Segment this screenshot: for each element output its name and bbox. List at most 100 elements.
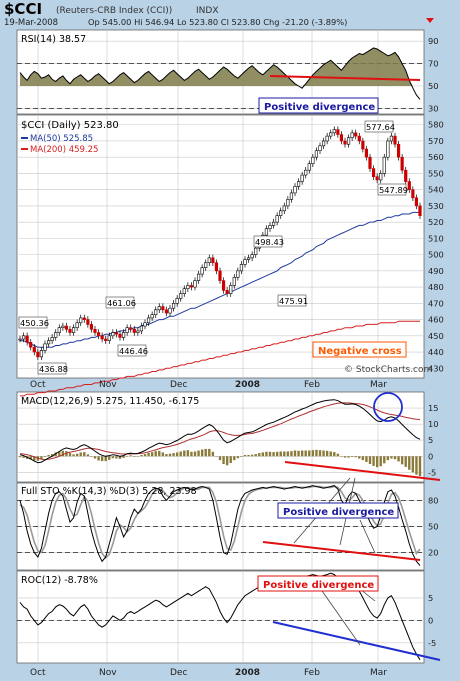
macd-histogram-bar — [179, 451, 182, 457]
price-candle — [250, 254, 254, 259]
svg-text:498.43: 498.43 — [255, 237, 284, 247]
macd-histogram-bar — [150, 452, 154, 457]
svg-text:Positive divergence: Positive divergence — [264, 102, 375, 113]
macd-histogram-bar — [22, 456, 25, 458]
price-candle — [129, 327, 133, 330]
y-tick-label: 30 — [428, 103, 439, 113]
macd-histogram-bar — [118, 456, 122, 459]
macd-histogram-bar — [154, 451, 157, 457]
price-candle — [254, 247, 258, 255]
price-candle — [25, 335, 29, 343]
price-label-450-36: 450.36 — [18, 316, 49, 329]
macd-histogram-bar — [193, 451, 197, 457]
macd-histogram-bar — [140, 455, 143, 457]
macd-histogram-bar — [143, 454, 147, 457]
price-candle — [21, 335, 26, 340]
price-candle — [236, 270, 240, 278]
macd-histogram-bar — [61, 450, 65, 457]
macd-histogram-bar — [108, 456, 111, 460]
y-tick-label: 5 — [428, 593, 433, 603]
macd-histogram-bar — [218, 456, 222, 461]
macd-histogram-bar — [18, 456, 22, 458]
y-tick-label: 430 — [428, 363, 444, 373]
price-candle — [225, 290, 229, 294]
macd-histogram-bar — [283, 451, 286, 457]
price-candle — [400, 156, 404, 171]
macd-histogram-bar — [86, 454, 90, 457]
price-candle — [125, 327, 129, 333]
sto-divergence-annotation: Positive divergence — [262, 477, 421, 561]
price-candle — [54, 332, 58, 338]
price-candle — [393, 135, 397, 145]
macd-histogram-bar — [415, 456, 418, 475]
roc-divergence-annotation: Positive divergence — [257, 575, 441, 661]
price-candle — [36, 351, 40, 358]
price-candle — [300, 174, 304, 182]
price-panel — [16, 114, 425, 379]
price-candle — [268, 225, 272, 229]
macd-histogram-bar — [183, 450, 186, 457]
price-label-461-06: 461.06 — [105, 296, 136, 309]
price-candle — [143, 322, 147, 327]
price-candle — [32, 346, 36, 353]
macd-histogram-bar — [115, 456, 118, 459]
price-candle — [296, 181, 301, 187]
price-candle — [111, 332, 115, 337]
y-tick-label: 10 — [428, 419, 439, 429]
macd-histogram-bar — [275, 451, 279, 457]
y-tick-label: 540 — [428, 185, 444, 195]
macd-signal-line — [19, 402, 421, 461]
ma50-legend: MA(50) 525.85 — [30, 134, 93, 144]
macd-histogram-bar — [240, 456, 243, 457]
macd-histogram-bar — [386, 456, 390, 461]
symbol-title: $CCI — [4, 0, 42, 18]
macd-histogram-bar — [411, 456, 415, 473]
y-tick-label: 570 — [428, 136, 444, 146]
down-arrow-icon — [426, 18, 434, 23]
price-candle — [379, 173, 383, 181]
macd-panel — [16, 391, 425, 483]
price-candle — [39, 350, 44, 358]
price-candle — [161, 306, 165, 311]
price-candle — [50, 337, 54, 341]
macd-histogram-bar — [197, 450, 200, 457]
macd-histogram-bar — [347, 456, 350, 458]
price-candle — [389, 135, 394, 142]
rsi-divergence-annotation: Positive divergence — [258, 75, 421, 114]
macd-histogram-bar — [315, 449, 318, 457]
price-candle — [196, 273, 201, 281]
month-label-dec-top: Dec — [170, 380, 187, 390]
macd-title: MACD(12,26,9) 5.275, 11.450, -6.175 — [21, 396, 199, 407]
price-candle — [204, 262, 208, 268]
price-candle — [182, 288, 186, 294]
price-candle — [68, 328, 72, 333]
svg-text:475.91: 475.91 — [279, 296, 308, 306]
month-label-feb-bottom: Feb — [304, 668, 320, 678]
macd-histogram-bar — [47, 455, 50, 457]
price-candle — [314, 150, 319, 158]
macd-histogram-bar — [304, 450, 307, 457]
month-label-feb-top: Feb — [304, 380, 320, 390]
price-candle — [354, 132, 358, 137]
price-candle — [175, 298, 179, 304]
price-candle — [207, 257, 211, 264]
macd-histogram-bar — [372, 456, 375, 466]
price-candle — [29, 341, 33, 348]
y-tick-label: 460 — [428, 315, 444, 325]
y-tick-label: 480 — [428, 282, 444, 292]
plot-layer — [18, 47, 422, 661]
macd-histogram-bar — [72, 454, 75, 457]
y-tick-label: 20 — [428, 548, 439, 558]
macd-histogram-bar — [375, 456, 379, 468]
month-label-2008-top: 2008 — [235, 380, 260, 390]
macd-histogram-bar — [247, 455, 250, 457]
price-candle — [211, 257, 215, 264]
macd-histogram-bar — [279, 451, 282, 457]
macd-histogram-bar — [29, 456, 32, 460]
macd-histogram-bar — [50, 454, 54, 457]
macd-histogram-bar — [54, 452, 57, 457]
macd-histogram-bar — [408, 456, 411, 470]
y-tick-label: 5 — [428, 435, 433, 445]
macd-histogram-bar — [243, 455, 247, 457]
